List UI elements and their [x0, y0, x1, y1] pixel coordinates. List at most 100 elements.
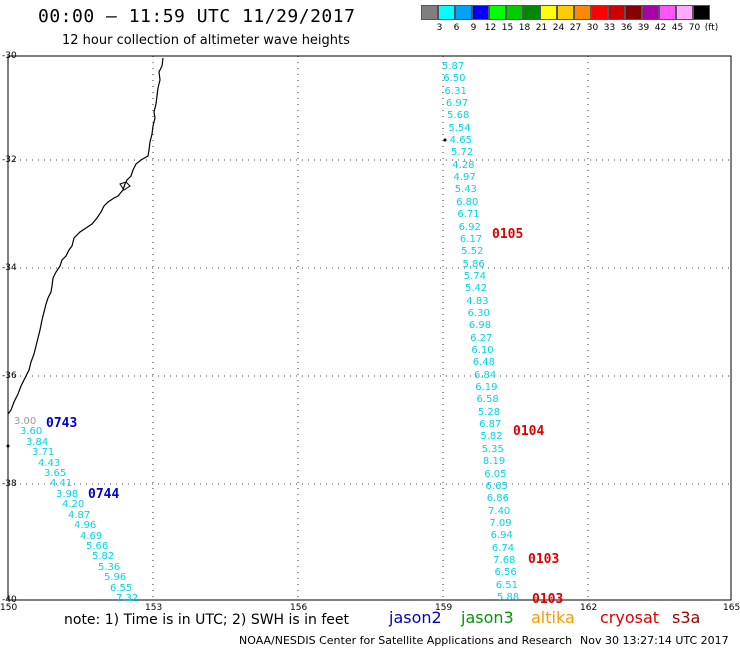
colorbar-swatch: [489, 5, 506, 20]
wave-height-value: 5.96: [104, 572, 127, 584]
colorbar-bin: 3: [421, 5, 442, 33]
colorbar-label: 27: [569, 23, 582, 33]
colorbar-bin: 45: [659, 5, 683, 33]
page-title: 00:00 — 11:59 UTC 11/29/2017: [38, 6, 356, 27]
colorbar-bin: 27: [557, 5, 581, 33]
colorbar-swatch: [608, 5, 625, 20]
wave-height-value: 4.69: [80, 530, 103, 542]
wave-height-value: 5.36: [98, 561, 121, 573]
wave-height-value: 5.82: [480, 431, 503, 443]
wave-height-value: 5.72: [450, 147, 474, 159]
page-subtitle: 12 hour collection of altimeter wave hei…: [62, 33, 350, 48]
pass-time-label: 0103: [532, 592, 564, 607]
colorbar-bin: 18: [506, 5, 530, 33]
colorbar-bin: 36: [608, 5, 632, 33]
wave-height-value: 7.32: [116, 593, 139, 604]
lat-tick-label: -38: [2, 479, 17, 489]
graticule: [8, 56, 731, 600]
colorbar-label: 24: [552, 23, 565, 33]
colorbar-bin: 21: [523, 5, 547, 33]
colorbar-label: 33: [603, 23, 616, 33]
pass-time-label: 0104: [513, 424, 545, 439]
lat-tick-label: -34: [2, 263, 17, 273]
colorbar-swatch: [421, 5, 438, 20]
wave-height-value: 5.74: [463, 270, 486, 282]
colorbar-label: 12: [484, 23, 497, 33]
wave-height-value: 7.09: [489, 517, 512, 529]
satellite-legend-s3a: s3a: [672, 608, 701, 627]
wave-height-value: 4.83: [466, 295, 489, 307]
wave-height-value: 5.66: [86, 540, 109, 552]
wave-height-value: 6.74: [491, 542, 515, 554]
wave-height-value: 6.71: [457, 209, 480, 221]
wave-height-value: 4.20: [62, 499, 85, 511]
colorbar-swatch: [676, 5, 693, 20]
colorbar-swatch: [693, 5, 710, 20]
wave-height-value: 3.00: [14, 416, 37, 427]
colorbar-bin: 39: [625, 5, 649, 33]
wave-height-value: 6.80: [456, 196, 479, 208]
wave-height-value: 4.87: [68, 509, 91, 521]
wave-height-value: 6.27: [470, 332, 493, 344]
wave-height-value: 6.48: [472, 357, 495, 369]
data-marker: [6, 444, 10, 448]
wave-height-value: 4.43: [38, 457, 61, 469]
wave-height-value: 5.52: [461, 246, 484, 258]
wave-height-value: 6.65: [485, 480, 508, 492]
colorbar-bin: 12: [472, 5, 496, 33]
wave-height-value: 6.50: [443, 73, 466, 85]
wave-height-value: 6.92: [458, 221, 481, 233]
wave-height-value: 7.68: [493, 554, 516, 566]
wave-height-value: 4.65: [449, 135, 472, 147]
wave-height-value: 6.31: [444, 85, 467, 97]
colorbar-swatch: [438, 5, 455, 20]
wave-height-value: 3.98: [56, 488, 79, 500]
lon-tick-label: 165: [723, 603, 740, 613]
colorbar-label: 18: [518, 23, 531, 33]
colorbar-label: 36: [620, 23, 633, 33]
colorbar-bin: 70: [676, 5, 700, 33]
wave-height-value: 5.43: [454, 184, 478, 196]
wave-height-value: 6.10: [471, 345, 494, 357]
wave-height-value: 6.56: [494, 567, 517, 579]
colorbar-bin: 24: [540, 5, 564, 33]
colorbar-label: 15: [501, 23, 514, 33]
colorbar-bin: 33: [591, 5, 615, 33]
colorbar-swatch: [574, 5, 591, 20]
colorbar-label: 45: [671, 23, 684, 33]
lon-tick-label: 156: [290, 603, 308, 613]
wave-height-value: 6.05: [484, 468, 507, 480]
wave-height-value: 3.65: [44, 468, 67, 480]
colorbar-swatch: [591, 5, 608, 20]
pass-time-label: 0744: [88, 487, 120, 502]
credit-line: NOAA/NESDIS Center for Satellite Applica…: [239, 634, 573, 647]
colorbar-swatch: [540, 5, 557, 20]
colorbar-swatch: [557, 5, 574, 20]
colorbar-bin: 9: [455, 5, 476, 33]
colorbar-swatch: [642, 5, 659, 20]
colorbar-bin: 30: [574, 5, 598, 33]
pass-time-label: 0103: [528, 552, 560, 567]
lon-tick-label: 162: [580, 603, 598, 613]
wave-height-value: 6.58: [476, 394, 499, 406]
timestamp: Nov 30 13:27:14 UTC 2017: [580, 634, 729, 647]
pass-time-label: 0743: [46, 416, 78, 431]
wave-height-value: 3.71: [32, 447, 55, 459]
colorbar-label: 9: [470, 23, 477, 33]
map-frame: [7, 55, 732, 601]
wave-height-value: 3.84: [26, 436, 49, 448]
pass-time-label: 0105: [492, 227, 524, 242]
wave-height-value: 6.97: [445, 98, 469, 110]
colorbar-bin: (ft): [693, 5, 718, 33]
colorbar-label: 6: [453, 23, 460, 33]
wave-height-value: 5.42: [465, 283, 488, 295]
wave-height-value: 6.84: [473, 369, 497, 381]
wave-height-value: 5.28: [477, 406, 501, 418]
wave-height-value: 5.68: [447, 110, 470, 122]
satellite-legend-jason3: jason3: [461, 608, 514, 627]
data-marker: [443, 138, 447, 142]
wave-height-value: 6.19: [475, 382, 498, 394]
wave-height-value: 6.55: [110, 582, 133, 594]
wave-height-value: 5.87: [442, 61, 465, 72]
colorbar-swatch: [455, 5, 472, 20]
